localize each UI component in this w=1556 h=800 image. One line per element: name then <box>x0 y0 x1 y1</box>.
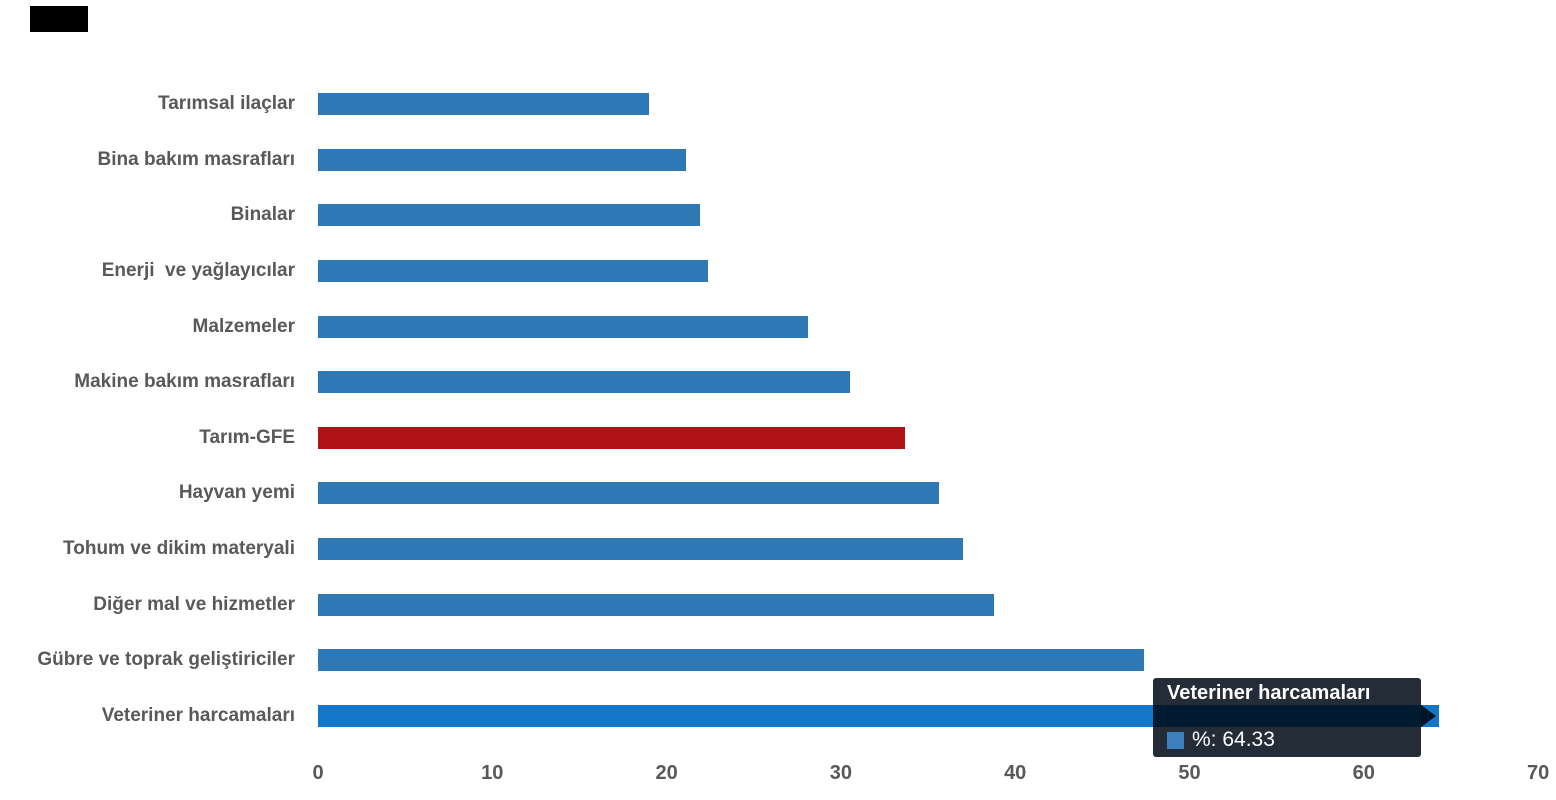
category-label: Veteriner harcamaları <box>101 705 295 727</box>
bar[interactable] <box>318 315 808 338</box>
category-label: Bina bakım masrafları <box>97 148 295 170</box>
tooltip-value-row: %: 64.33 <box>1167 728 1421 752</box>
category-label: Gübre ve toprak geliştiriciler <box>37 649 295 671</box>
series-marker-icon <box>1167 731 1184 749</box>
category-label: Diğer mal ve hizmetler <box>93 593 295 615</box>
category-label: Malzemeler <box>192 315 295 337</box>
bar[interactable] <box>318 538 963 561</box>
tooltip: Veteriner harcamaları %: 64.33 <box>1153 678 1421 757</box>
bar[interactable] <box>318 371 850 394</box>
bar[interactable] <box>318 93 650 115</box>
bar[interactable] <box>318 148 686 171</box>
bar[interactable] <box>318 426 906 449</box>
bar[interactable] <box>318 482 939 505</box>
x-tick-label: 60 <box>1352 762 1375 784</box>
x-tick-label: 40 <box>1004 762 1027 784</box>
x-tick-label: 30 <box>829 762 853 784</box>
category-label: Tarım-GFE <box>199 426 295 448</box>
tooltip-title: Veteriner harcamaları <box>1167 682 1371 704</box>
category-label: Makine bakım masrafları <box>74 371 295 393</box>
x-tick-label: 0 <box>312 762 324 784</box>
tooltip-value: %: 64.33 <box>1192 728 1275 751</box>
category-label: Tarımsal ilaçlar <box>158 93 295 114</box>
bar[interactable] <box>318 204 700 227</box>
category-label: Binalar <box>230 204 295 226</box>
x-tick-label: 70 <box>1526 762 1550 784</box>
x-tick-label: 10 <box>481 762 504 784</box>
x-tick-label: 20 <box>655 762 678 784</box>
category-label: Tohum ve dikim materyali <box>63 538 295 560</box>
category-label: Hayvan yemi <box>178 482 295 504</box>
top-left-block <box>30 6 88 32</box>
category-label: Enerji ve yağlayıcılar <box>101 259 295 281</box>
x-tick-label: 50 <box>1178 762 1201 784</box>
bar[interactable] <box>318 593 995 616</box>
bar[interactable] <box>318 259 709 282</box>
bar[interactable] <box>318 649 1145 672</box>
